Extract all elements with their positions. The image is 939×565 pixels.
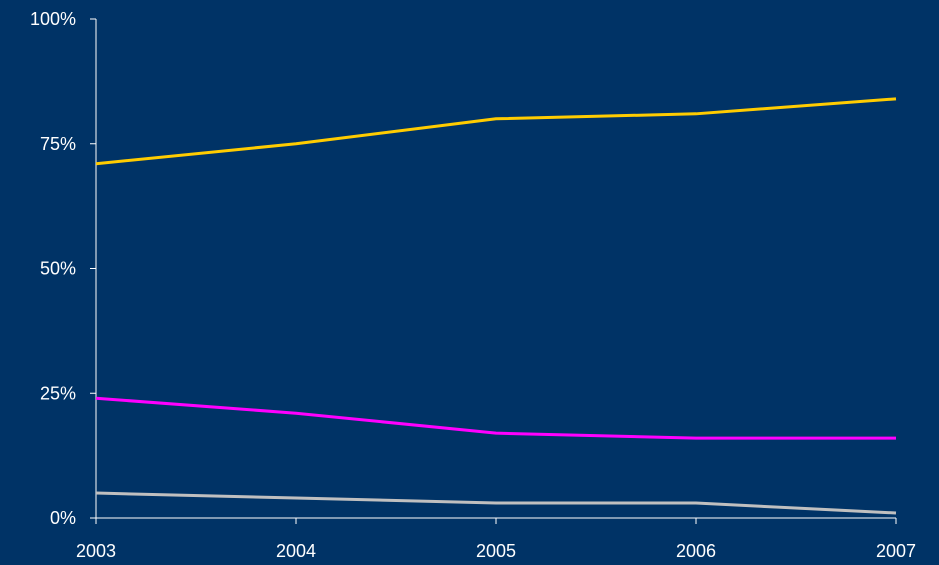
tick-labels: 0% 25% 50% 75% 100% 2003 2004 2005 2006 2007 — [30, 9, 916, 561]
x-tick-label: 2003 — [76, 541, 116, 561]
series-lines — [95, 97, 897, 515]
y-tick-label: 50% — [40, 259, 76, 279]
series-line-1 — [95, 97, 897, 166]
y-tick-label: 100% — [30, 9, 76, 29]
y-tick-label: 25% — [40, 383, 76, 403]
series-line-3 — [95, 491, 897, 515]
x-tick-label: 2006 — [676, 541, 716, 561]
y-tick-label: 0% — [50, 508, 76, 528]
axes — [90, 18, 897, 524]
x-tick-label: 2007 — [876, 541, 916, 561]
series-line-2 — [95, 396, 896, 440]
x-tick-label: 2005 — [476, 541, 516, 561]
y-tick-label: 75% — [40, 134, 76, 154]
x-tick-label: 2004 — [276, 541, 316, 561]
